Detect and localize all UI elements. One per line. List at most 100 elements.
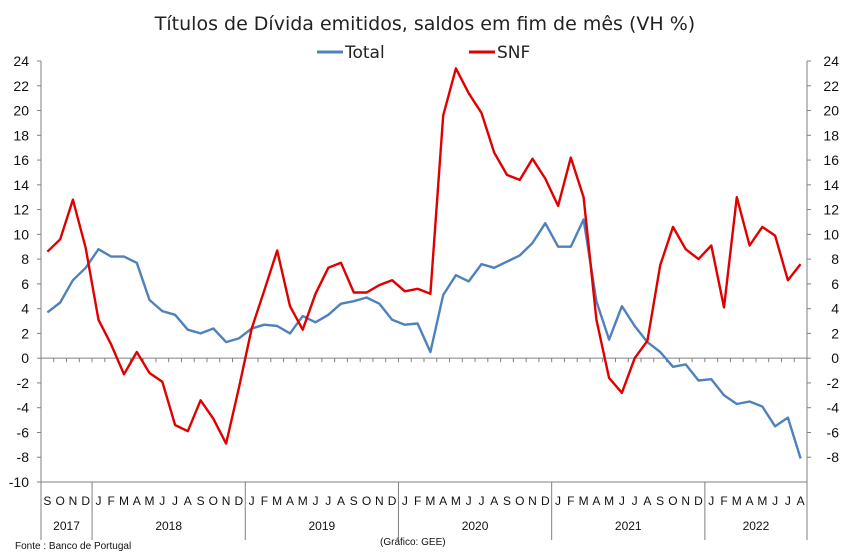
month-label: J: [402, 494, 408, 508]
y-tick-left-label: 12: [13, 202, 29, 218]
month-label: J: [708, 494, 714, 508]
month-label: D: [235, 494, 244, 508]
month-label: A: [133, 494, 141, 508]
month-label: J: [95, 494, 101, 508]
y-tick-left-label: 20: [13, 103, 29, 119]
axes: [40, 61, 808, 483]
month-label: J: [555, 494, 561, 508]
month-label: S: [656, 494, 664, 508]
month-label: A: [746, 494, 754, 508]
month-label: M: [119, 494, 129, 508]
month-label: A: [439, 494, 447, 508]
month-label: O: [362, 494, 371, 508]
month-label: D: [81, 494, 90, 508]
month-label: M: [732, 494, 742, 508]
month-label: A: [337, 494, 345, 508]
year-label: 2020: [462, 519, 489, 533]
y-tick-left-label: 6: [21, 276, 29, 292]
month-label: M: [272, 494, 282, 508]
month-label: J: [785, 494, 791, 508]
y-tick-left-label: 24: [13, 53, 29, 69]
y-tick-right-label: 0: [831, 350, 839, 366]
month-label: M: [451, 494, 461, 508]
month-label: M: [579, 494, 589, 508]
y-tick-right-label: 16: [823, 152, 839, 168]
month-label: J: [249, 494, 255, 508]
year-label: 2019: [309, 519, 336, 533]
y-tick-left-label: 16: [13, 152, 29, 168]
legend: Total SNF: [317, 43, 530, 63]
month-label: M: [425, 494, 435, 508]
month-label: J: [312, 494, 318, 508]
y-tick-left-label: -8: [17, 449, 30, 465]
month-label: A: [286, 494, 294, 508]
month-label: F: [108, 494, 115, 508]
month-label: J: [466, 494, 472, 508]
month-label: M: [757, 494, 767, 508]
y-tick-right-label: 24: [823, 53, 839, 69]
month-label: S: [197, 494, 205, 508]
y-tick-right-label: 22: [823, 78, 839, 94]
series-line-snf: [46, 67, 802, 445]
month-label: S: [43, 494, 51, 508]
y-tick-right-label: -6: [827, 424, 840, 440]
legend-total-label: Total: [344, 43, 385, 63]
y-tick-left-label: -6: [17, 424, 30, 440]
y-tick-left-label: 14: [13, 177, 29, 193]
year-label: 2017: [53, 519, 80, 533]
y-tick-left-label: 18: [13, 127, 29, 143]
y-tick-left-label: -4: [17, 400, 30, 416]
y-tick-right-label: 2: [831, 325, 839, 341]
month-label: M: [145, 494, 155, 508]
y-tick-right-label: 10: [823, 226, 839, 242]
month-label: J: [632, 494, 638, 508]
y-tick-right-label: 14: [823, 177, 839, 193]
month-label: J: [478, 494, 484, 508]
y-tick-right-label: 12: [823, 202, 839, 218]
month-label: N: [222, 494, 231, 508]
y-tick-left-label: 8: [21, 251, 29, 267]
legend-snf-label: SNF: [497, 43, 530, 63]
series: [46, 67, 802, 459]
y-tick-right-label: -8: [827, 449, 840, 465]
month-label: J: [172, 494, 178, 508]
y-tick-left-label: -10: [9, 474, 29, 490]
month-label: A: [592, 494, 600, 508]
month-label: A: [184, 494, 192, 508]
y-tick-left-label: 0: [21, 350, 29, 366]
month-label: O: [209, 494, 218, 508]
month-label: S: [503, 494, 511, 508]
y-tick-right-label: 20: [823, 103, 839, 119]
month-label: S: [350, 494, 358, 508]
month-label: J: [619, 494, 625, 508]
month-label: J: [325, 494, 331, 508]
month-label: A: [643, 494, 651, 508]
y-tick-left-label: 4: [21, 301, 29, 317]
y-tick-left-label: 10: [13, 226, 29, 242]
month-label: F: [567, 494, 574, 508]
y-tick-right-label: 8: [831, 251, 839, 267]
month-label: D: [541, 494, 550, 508]
month-label: M: [298, 494, 308, 508]
month-label: N: [528, 494, 537, 508]
month-label: F: [414, 494, 421, 508]
month-label: A: [797, 494, 805, 508]
y-tick-left-label: 22: [13, 78, 29, 94]
year-label: 2022: [743, 519, 770, 533]
month-label: J: [159, 494, 165, 508]
y-tick-left-label: -2: [17, 375, 30, 391]
month-label: J: [772, 494, 778, 508]
y-tick-right-label: -2: [827, 375, 840, 391]
month-label: O: [55, 494, 64, 508]
y-tick-right-label: -4: [827, 400, 840, 416]
month-label: N: [69, 494, 78, 508]
y-tick-right-label: 18: [823, 127, 839, 143]
year-label: 2018: [155, 519, 182, 533]
y-tick-right-label: 4: [831, 301, 839, 317]
chart-title: Títulos de Dívida emitidos, saldos em fi…: [154, 13, 695, 35]
